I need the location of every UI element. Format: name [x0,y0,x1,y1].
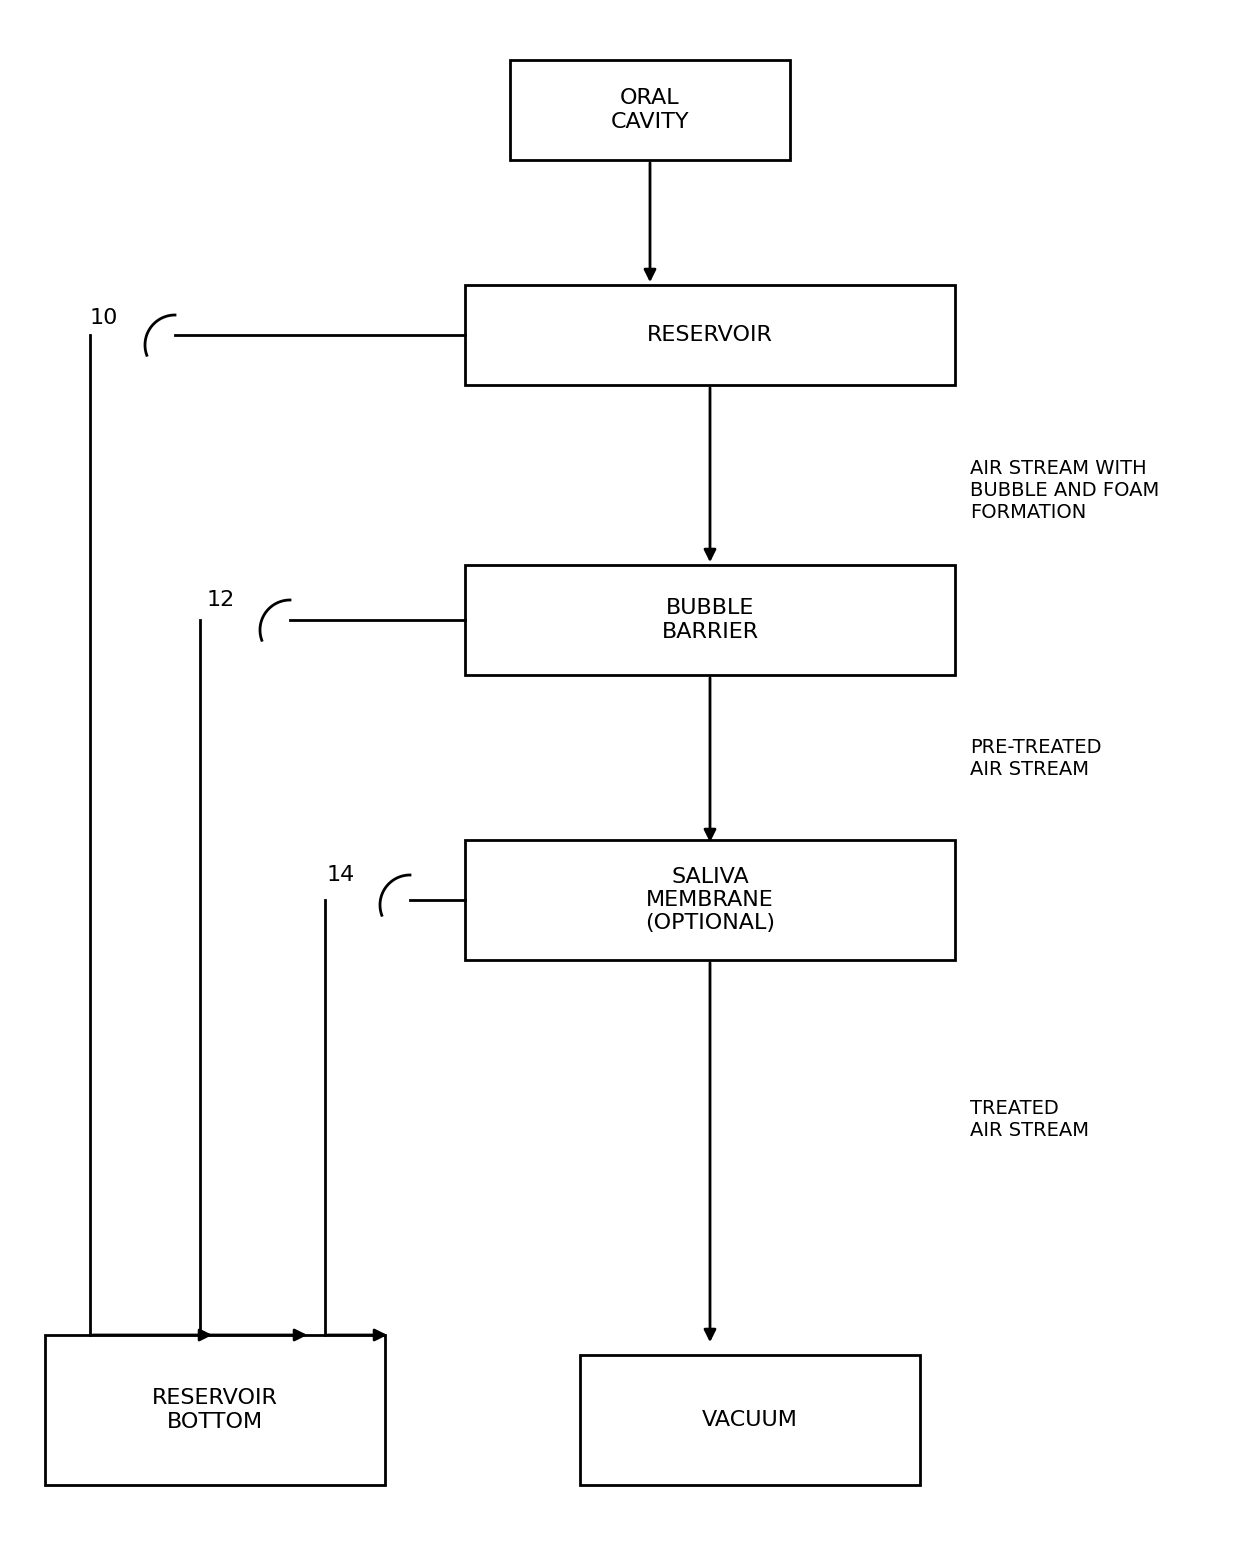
Text: VACUUM: VACUUM [702,1410,797,1430]
Text: AIR STREAM WITH
BUBBLE AND FOAM
FORMATION: AIR STREAM WITH BUBBLE AND FOAM FORMATIO… [970,458,1159,522]
Text: 14: 14 [327,866,355,884]
FancyBboxPatch shape [510,60,790,160]
Text: 10: 10 [89,307,118,328]
FancyBboxPatch shape [465,285,955,386]
FancyBboxPatch shape [580,1355,920,1485]
FancyBboxPatch shape [465,564,955,674]
Text: TREATED
AIR STREAM: TREATED AIR STREAM [970,1099,1089,1140]
Text: 12: 12 [207,590,236,610]
Text: RESERVOIR
BOTTOM: RESERVOIR BOTTOM [153,1388,278,1432]
Text: PRE-TREATED
AIR STREAM: PRE-TREATED AIR STREAM [970,737,1101,778]
FancyBboxPatch shape [465,840,955,960]
Text: RESERVOIR: RESERVOIR [647,325,773,345]
Text: ORAL
CAVITY: ORAL CAVITY [610,88,689,132]
Text: SALIVA
MEMBRANE
(OPTIONAL): SALIVA MEMBRANE (OPTIONAL) [645,867,775,933]
Text: BUBBLE
BARRIER: BUBBLE BARRIER [661,599,759,641]
FancyBboxPatch shape [45,1334,384,1485]
